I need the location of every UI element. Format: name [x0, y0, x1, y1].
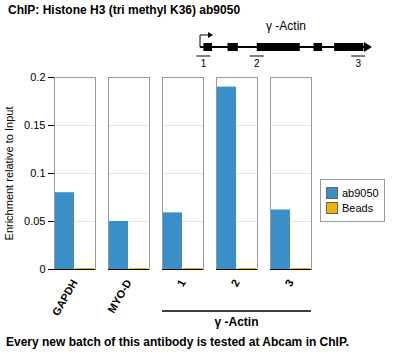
svg-text:0: 0 — [39, 263, 45, 275]
svg-text:γ -Actin: γ -Actin — [266, 19, 306, 33]
svg-text:2: 2 — [254, 58, 260, 69]
svg-text:MYO-D: MYO-D — [105, 277, 134, 315]
svg-text:Enrichment relative to Input: Enrichment relative to Input — [3, 107, 15, 241]
svg-text:2: 2 — [228, 277, 241, 288]
html-text:Beads: Beads — [342, 201, 374, 214]
svg-text:0.1: 0.1 — [30, 167, 45, 179]
html-text:ab9050: ab9050 — [342, 186, 379, 199]
svg-text:3: 3 — [282, 277, 295, 288]
svg-text:GAPDH: GAPDH — [50, 277, 80, 317]
html-text:ChIP: Histone H3 (tri methyl K: ChIP: Histone H3 (tri methyl K36) ab9050 — [8, 3, 241, 17]
svg-text:3: 3 — [355, 58, 361, 69]
svg-text:γ -Actin: γ -Actin — [214, 315, 258, 329]
svg-text:0.15: 0.15 — [24, 119, 45, 131]
svg-text:0.05: 0.05 — [24, 215, 45, 227]
html-text:Every new batch of this antibo: Every new batch of this antibody is test… — [6, 335, 349, 349]
svg-text:1: 1 — [174, 277, 187, 288]
svg-text:1: 1 — [201, 58, 207, 69]
svg-text:0.2: 0.2 — [30, 71, 45, 83]
